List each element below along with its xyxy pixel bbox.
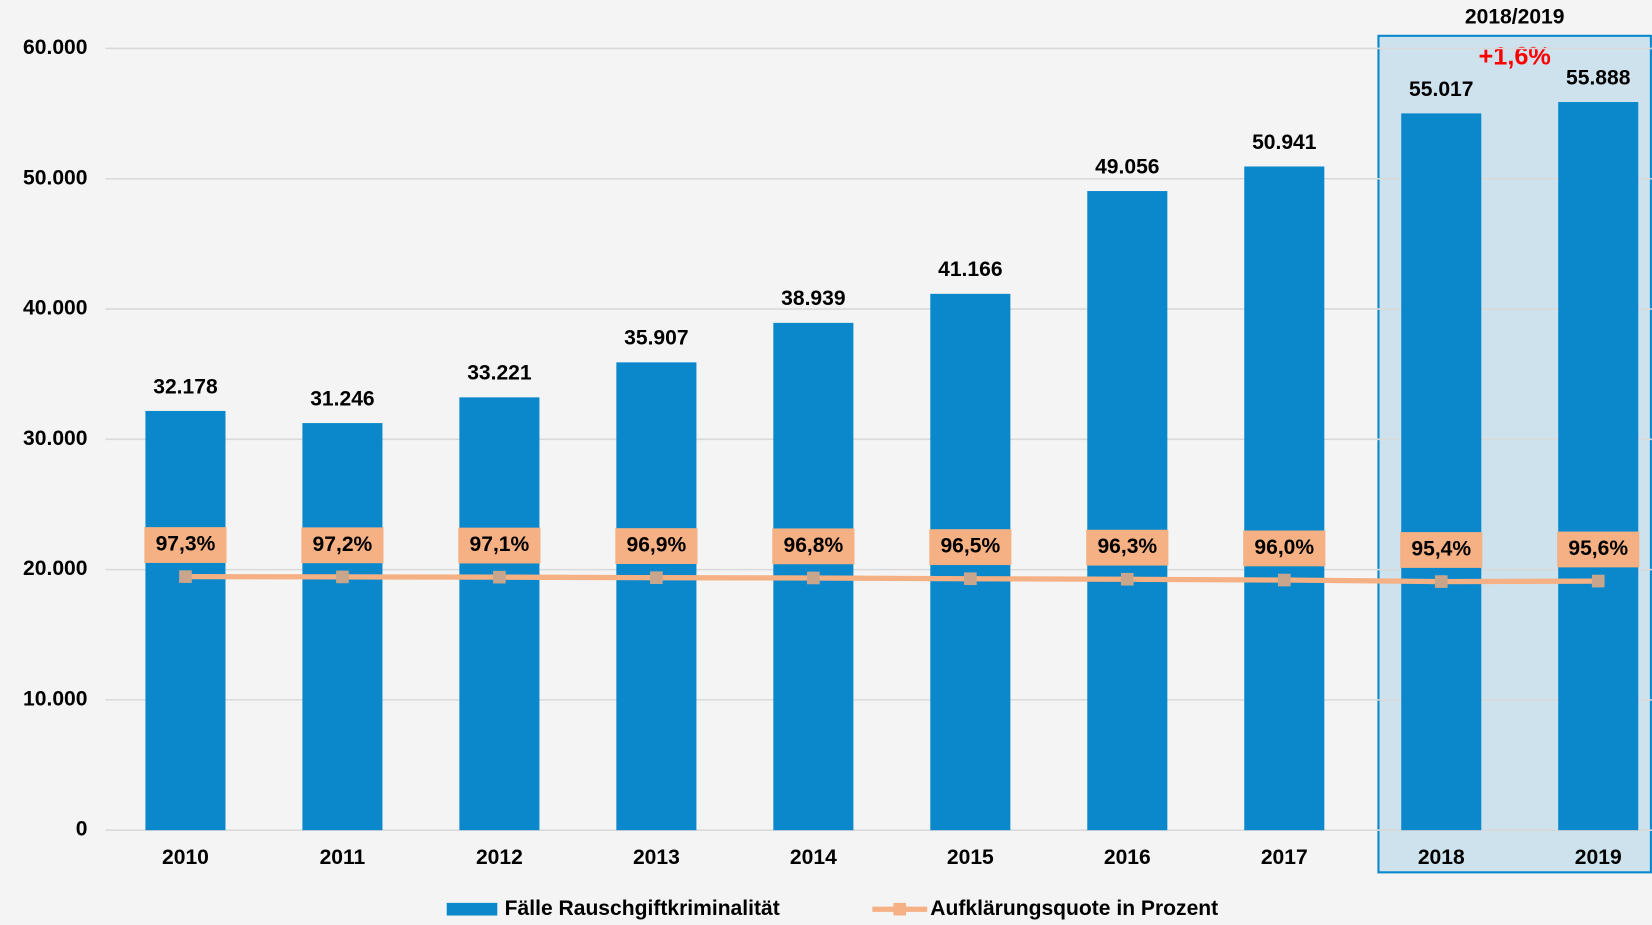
bar-value-label: 33.221 <box>467 362 532 385</box>
line-label-box <box>301 527 384 564</box>
line-label-box <box>458 527 541 564</box>
line-label-box <box>929 529 1012 566</box>
line-label-box <box>1086 529 1169 566</box>
x-tick-label: 2011 <box>320 846 366 869</box>
line-marker <box>650 571 663 585</box>
highlight-label: 2018/2019 <box>1465 5 1565 28</box>
line-value-label: 96,9% <box>627 534 687 557</box>
x-tick-label: 2014 <box>790 846 837 869</box>
y-tick-label: 20.000 <box>23 557 87 580</box>
line-value-label: 95,4% <box>1411 538 1471 561</box>
line-value-label: 97,2% <box>313 533 373 556</box>
bar <box>616 362 697 831</box>
line-marker <box>1434 575 1448 588</box>
bar-value-label: 38.939 <box>781 287 845 310</box>
line-marker <box>336 570 349 584</box>
line-value-label: 96,8% <box>783 534 843 557</box>
line-marker <box>493 570 506 584</box>
bar-value-label: 55.888 <box>1566 66 1631 89</box>
line-marker <box>179 570 192 583</box>
x-tick-label: 2012 <box>476 846 523 869</box>
legend-label: Fälle Rauschgiftkriminalität <box>505 897 780 920</box>
bar <box>1087 191 1168 831</box>
line-label-box <box>615 528 698 564</box>
x-tick-label: 2017 <box>1261 846 1308 869</box>
line-value-label: 97,1% <box>470 533 530 556</box>
line-label-box <box>144 527 227 563</box>
bar <box>302 423 383 831</box>
bar-value-label: 41.166 <box>938 258 1002 281</box>
y-tick-label: 60.000 <box>23 36 87 59</box>
line-value-label: 96,5% <box>940 535 1000 558</box>
line-value-label: 97,3% <box>156 533 216 556</box>
line-marker <box>964 572 977 586</box>
bar-value-label: 55.017 <box>1409 78 1473 101</box>
y-tick-label: 30.000 <box>23 427 87 450</box>
line-marker <box>1120 572 1134 586</box>
line-label-box <box>1243 530 1326 567</box>
line-value-label: 96,0% <box>1254 536 1314 559</box>
line-marker <box>1277 573 1291 587</box>
legend-label: Aufklärungsquote in Prozent <box>930 897 1218 920</box>
x-tick-label: 2015 <box>947 846 994 869</box>
y-tick-label: 40.000 <box>23 297 87 320</box>
line-label-box <box>1400 532 1483 568</box>
line-value-label: 96,3% <box>1097 535 1157 558</box>
bar <box>1401 113 1482 831</box>
highlight-change: +1,6% <box>1479 43 1551 71</box>
line-label-box <box>1557 531 1640 568</box>
line-value-label: 95,6% <box>1568 537 1628 560</box>
line-marker <box>807 571 820 585</box>
y-tick-label: 50.000 <box>23 166 87 189</box>
bar-value-label: 50.941 <box>1252 131 1317 154</box>
bar <box>1558 102 1639 831</box>
x-tick-label: 2018 <box>1418 846 1465 869</box>
x-tick-label: 2019 <box>1575 846 1622 869</box>
bar-value-label: 35.907 <box>624 327 688 350</box>
legend-marker <box>893 902 907 916</box>
bar <box>145 410 226 831</box>
bar-value-label: 49.056 <box>1095 155 1159 178</box>
bar-value-label: 31.246 <box>310 387 374 410</box>
x-tick-label: 2010 <box>162 846 209 869</box>
bar <box>1244 166 1325 831</box>
bar-value-label: 32.178 <box>153 375 218 398</box>
line-label-box <box>772 528 855 565</box>
line-marker <box>1591 574 1605 588</box>
x-tick-label: 2013 <box>633 846 680 869</box>
y-tick-label: 10.000 <box>23 687 87 710</box>
legend-swatch <box>446 902 498 916</box>
line <box>185 574 1599 585</box>
bar <box>459 397 540 831</box>
y-tick-label: 0 <box>76 818 88 841</box>
x-tick-label: 2016 <box>1104 846 1151 869</box>
